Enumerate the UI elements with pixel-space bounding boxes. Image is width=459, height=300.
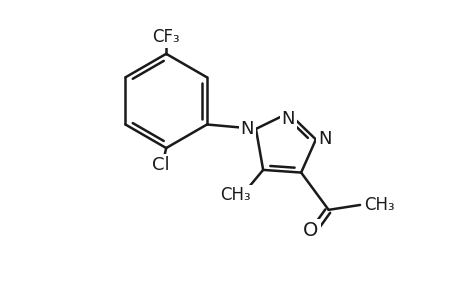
Text: N: N xyxy=(240,120,253,138)
Text: N: N xyxy=(281,110,295,128)
Text: CH₃: CH₃ xyxy=(220,186,251,204)
Text: CF₃: CF₃ xyxy=(152,28,179,46)
Text: Cl: Cl xyxy=(152,156,170,174)
Text: CH₃: CH₃ xyxy=(363,196,394,214)
Text: O: O xyxy=(302,221,318,240)
Text: N: N xyxy=(317,130,330,148)
